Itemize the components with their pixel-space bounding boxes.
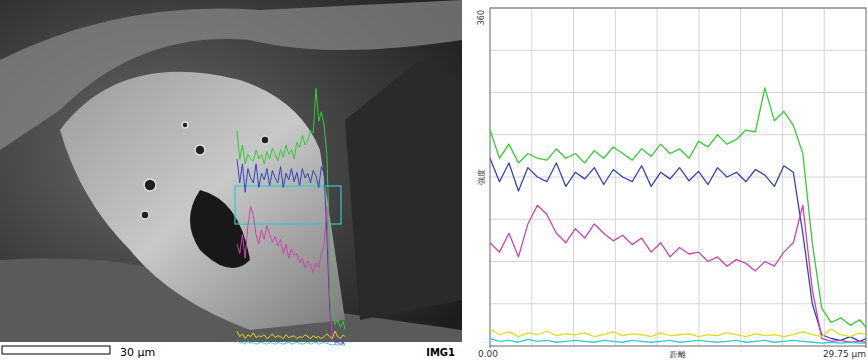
scale-bar bbox=[2, 346, 110, 354]
chart-series-line bbox=[490, 205, 866, 342]
x-tick bbox=[490, 346, 491, 348]
sem-specimen bbox=[60, 72, 345, 330]
plot-lines bbox=[490, 88, 866, 343]
chart-series-line bbox=[490, 338, 866, 343]
sem-pore bbox=[195, 145, 205, 155]
overlay-series-line bbox=[237, 331, 345, 339]
overlay-series-line bbox=[237, 206, 345, 344]
sem-pore bbox=[182, 122, 188, 128]
grid-line-y bbox=[490, 177, 866, 178]
x-axis-label: 距離 bbox=[670, 350, 686, 359]
y-tick-label: 360 bbox=[477, 10, 486, 25]
grid-line-y bbox=[490, 303, 866, 304]
scale-bar-label: 30 µm bbox=[120, 346, 155, 359]
chart-series-line bbox=[490, 158, 866, 341]
sem-image bbox=[0, 0, 462, 342]
overlay-profiles bbox=[237, 88, 345, 345]
sem-background bbox=[0, 0, 462, 342]
chart-series-line bbox=[490, 88, 866, 327]
sem-pore bbox=[144, 179, 156, 191]
grid-line-y bbox=[490, 134, 866, 135]
grid bbox=[490, 8, 866, 346]
x-tick bbox=[866, 346, 867, 348]
overlay-series-line bbox=[237, 159, 345, 343]
x-tick-label: 29.75 µm bbox=[823, 349, 866, 359]
sem-shadow bbox=[345, 60, 462, 320]
sem-cavity bbox=[190, 190, 250, 268]
grid-line-y bbox=[490, 50, 866, 51]
grid-line-y bbox=[490, 92, 866, 93]
chart-series-line bbox=[490, 329, 866, 337]
plot-frame bbox=[490, 8, 866, 346]
y-axis-label: 強度 bbox=[477, 169, 486, 185]
x-tick-label: 0.00 bbox=[478, 349, 498, 359]
overlay-series-line bbox=[237, 340, 345, 345]
image-label: IMG1 bbox=[426, 347, 455, 358]
figure: 360 強度 0.00 29.75 µm 距離 30 µm IMG1 bbox=[0, 0, 868, 361]
sem-pore bbox=[141, 211, 149, 219]
chart-background bbox=[462, 0, 868, 361]
sem-pore bbox=[261, 136, 269, 144]
